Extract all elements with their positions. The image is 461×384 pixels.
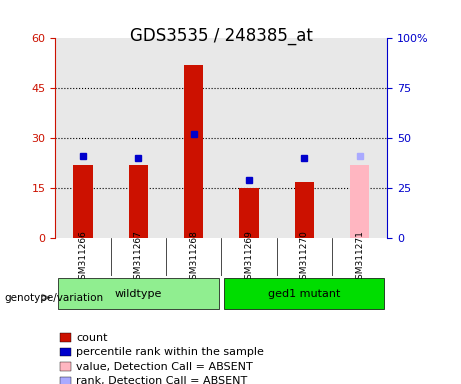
Text: ged1 mutant: ged1 mutant — [268, 289, 340, 299]
Text: value, Detection Call = ABSENT: value, Detection Call = ABSENT — [76, 362, 253, 372]
Bar — [184, 65, 203, 238]
Text: rank, Detection Call = ABSENT: rank, Detection Call = ABSENT — [76, 376, 247, 384]
Text: GSM311270: GSM311270 — [300, 230, 309, 285]
Bar — [295, 182, 314, 238]
Text: GSM311269: GSM311269 — [244, 230, 254, 285]
Text: GDS3535 / 248385_at: GDS3535 / 248385_at — [130, 27, 313, 45]
Text: GSM311266: GSM311266 — [78, 230, 88, 285]
Text: GSM311268: GSM311268 — [189, 230, 198, 285]
FancyBboxPatch shape — [224, 278, 384, 310]
Text: GSM311267: GSM311267 — [134, 230, 143, 285]
Text: GSM311271: GSM311271 — [355, 230, 364, 285]
Bar — [129, 165, 148, 238]
Bar — [239, 188, 259, 238]
Bar — [73, 165, 93, 238]
Text: wildtype: wildtype — [115, 289, 162, 299]
Text: count: count — [76, 333, 107, 343]
Text: percentile rank within the sample: percentile rank within the sample — [76, 347, 264, 357]
Bar — [350, 165, 369, 238]
FancyBboxPatch shape — [58, 278, 219, 310]
Text: genotype/variation: genotype/variation — [5, 293, 104, 303]
